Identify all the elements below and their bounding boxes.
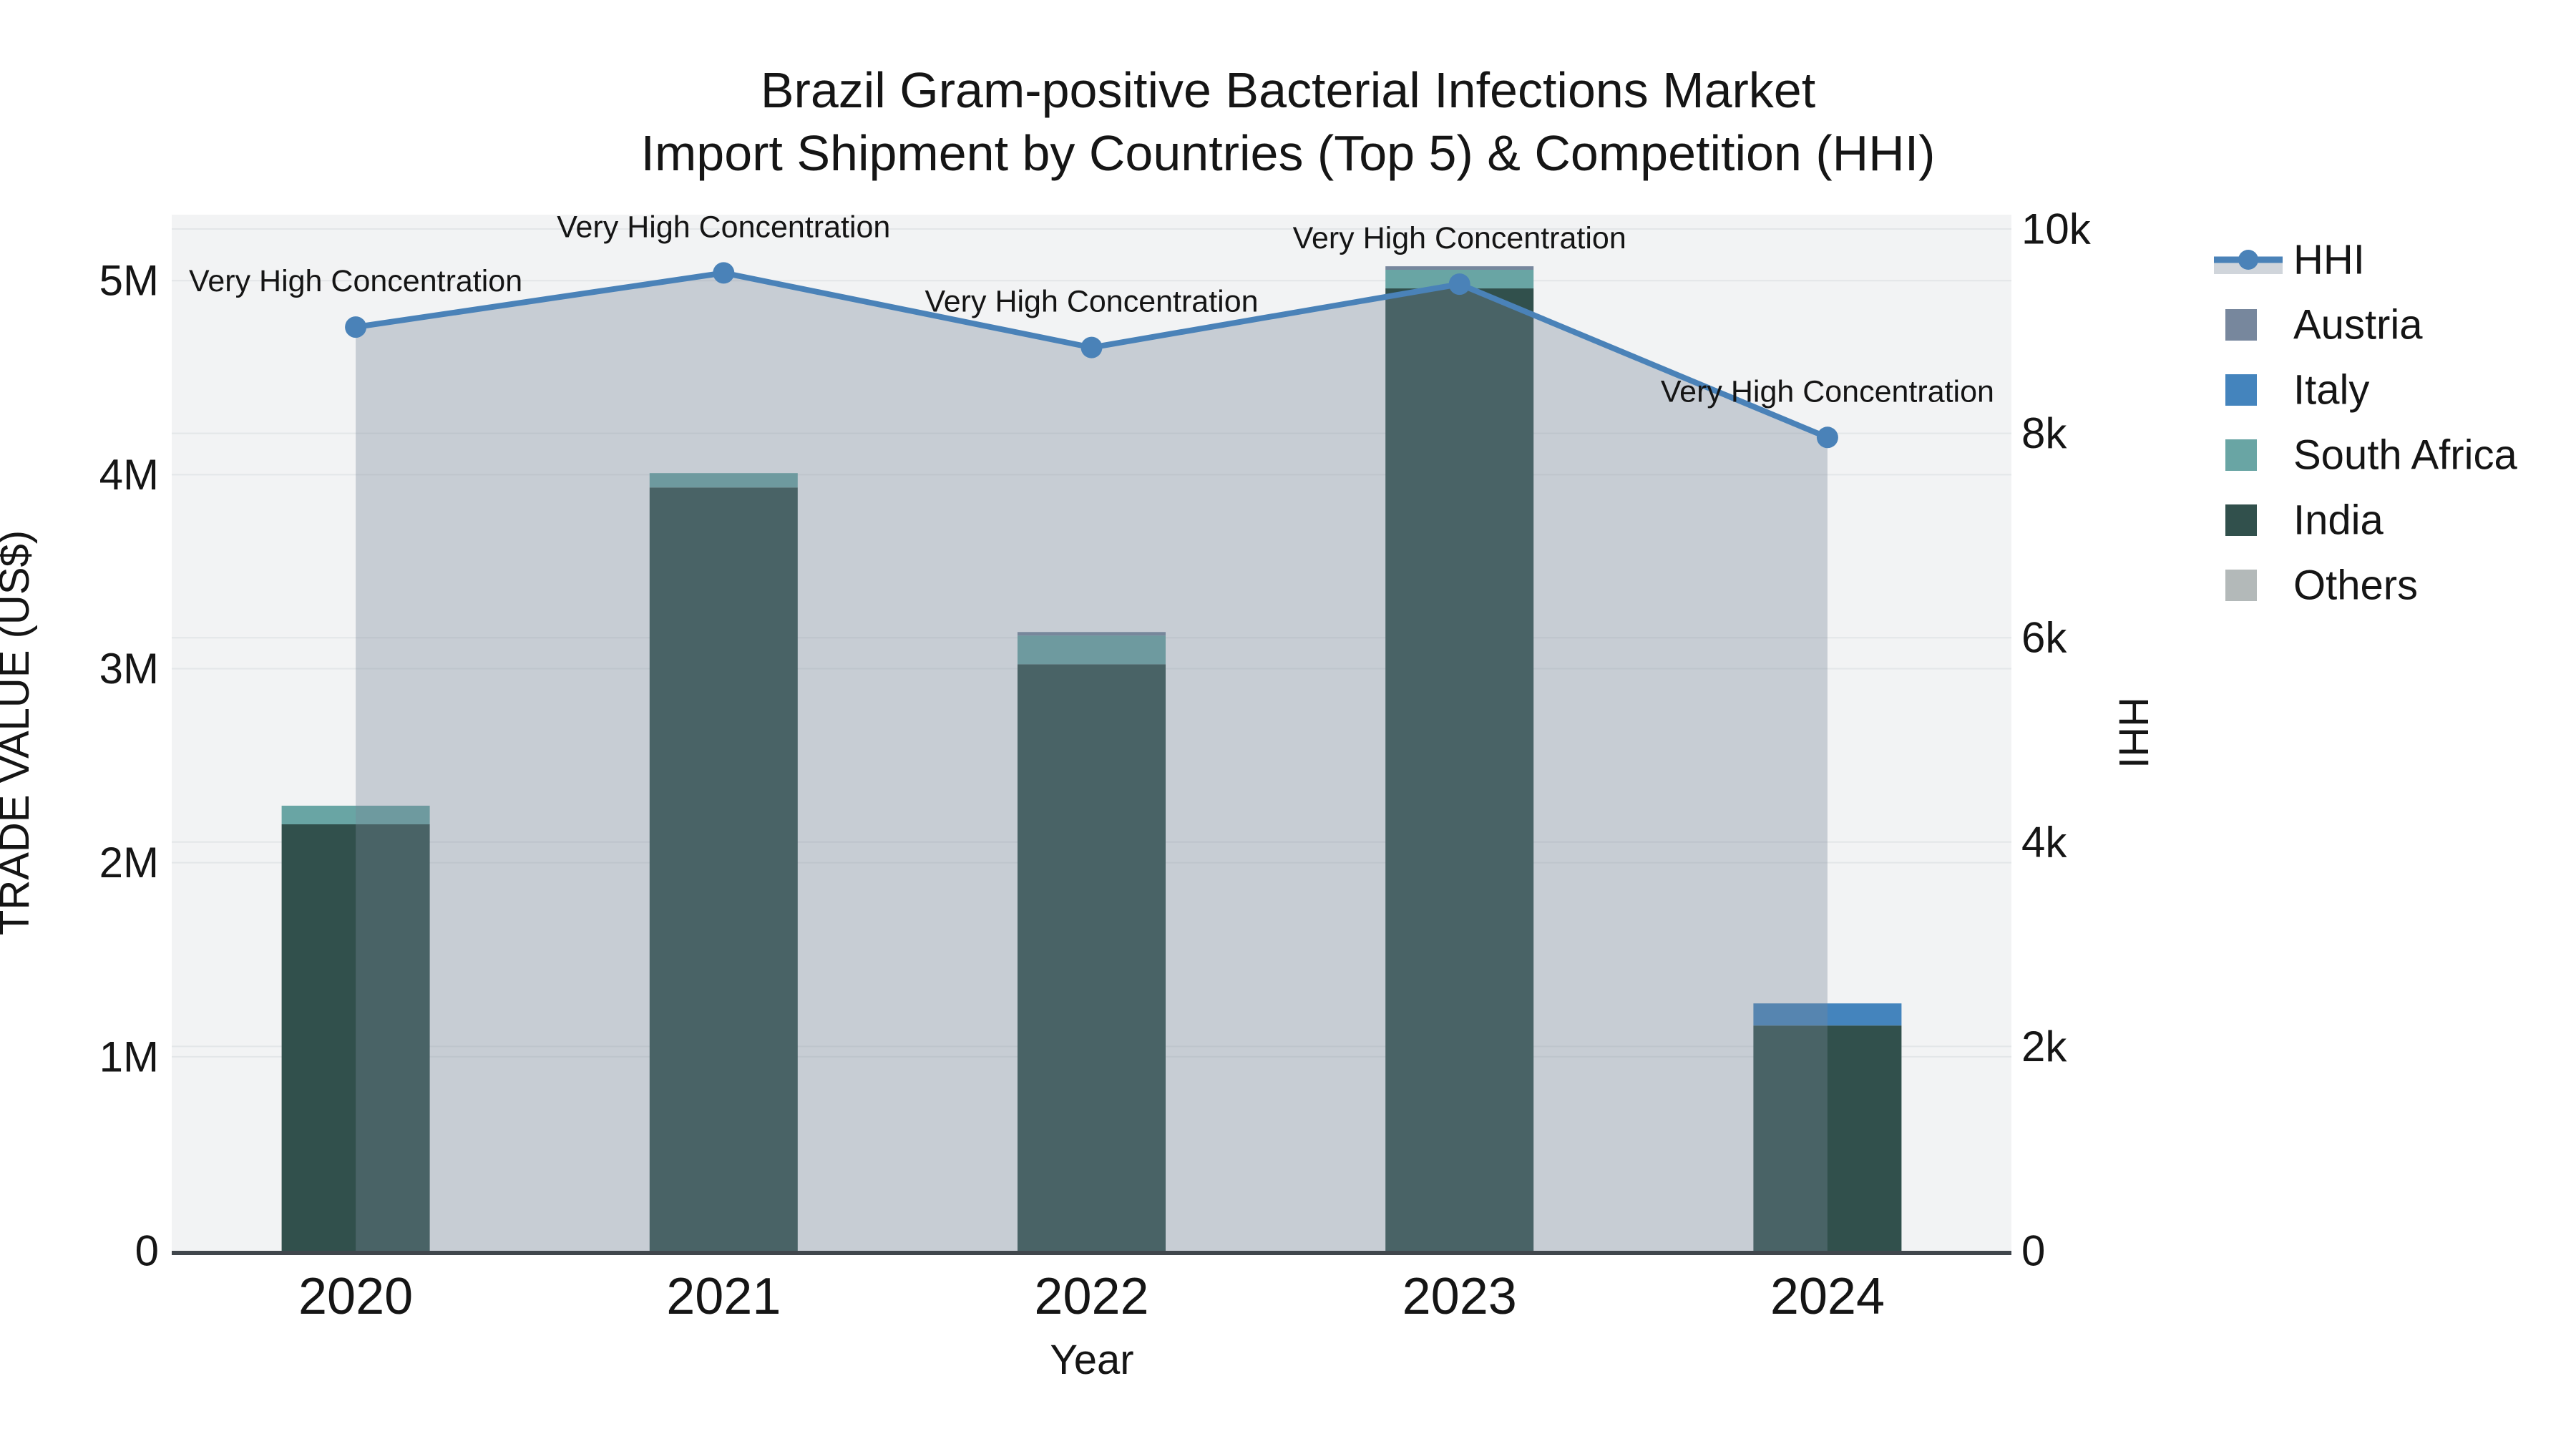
- x-tick-2024: 2024: [1770, 1268, 1885, 1325]
- annotation-2022: Very High Concentration: [924, 285, 1258, 319]
- y-left-tick-1M: 1M: [99, 1033, 159, 1080]
- y-axis-title-left: TRADE VALUE (US$): [0, 530, 38, 935]
- legend-swatch-india: [2225, 504, 2257, 536]
- x-axis-title: Year: [1050, 1337, 1133, 1383]
- legend-label: Italy: [2293, 367, 2369, 414]
- legend-label: Others: [2293, 562, 2418, 609]
- hhi-area-fill: [356, 273, 1828, 1251]
- y-left-tick-4M: 4M: [99, 451, 159, 499]
- y-left-tick-3M: 3M: [99, 645, 159, 693]
- legend-label: South Africa: [2293, 432, 2517, 479]
- y-right-tick-8k: 8k: [2021, 409, 2067, 457]
- bar-segment-india-2022: [1018, 664, 1166, 1251]
- legend-item-india[interactable]: India: [2225, 497, 2384, 544]
- bar-segment-india-2024: [1753, 1025, 1902, 1251]
- legend-swatch-south-africa: [2225, 439, 2257, 471]
- legend-label: Austria: [2293, 302, 2423, 348]
- y-right-tick-0: 0: [2021, 1227, 2045, 1275]
- annotation-2021: Very High Concentration: [557, 210, 890, 244]
- x-tick-2022: 2022: [1034, 1268, 1148, 1325]
- hhi-marker-2024: [1816, 426, 1838, 449]
- hhi-marker-2022: [1080, 336, 1103, 358]
- chart-legend: HHI Austria Italy South Africa India Others: [2214, 237, 2517, 609]
- legend-item-austria[interactable]: Austria: [2225, 302, 2423, 348]
- legend-label: India: [2293, 497, 2384, 544]
- chart-subtitle: Import Shipment by Countries (Top 5) & C…: [641, 125, 1936, 181]
- legend-item-italy[interactable]: Italy: [2225, 367, 2369, 414]
- bar-segment-south-africa-2022: [1018, 635, 1166, 665]
- legend-item-others[interactable]: Others: [2225, 562, 2418, 609]
- bar-segment-italy-2024: [1753, 1003, 1902, 1026]
- bar-segment-south-africa-2021: [649, 473, 798, 488]
- y-right-tick-6k: 6k: [2021, 614, 2067, 662]
- legend-label: HHI: [2293, 237, 2365, 283]
- annotation-2024: Very High Concentration: [1661, 374, 1994, 409]
- chart-title: Brazil Gram-positive Bacterial Infection…: [761, 62, 1815, 118]
- hhi-marker-2021: [713, 262, 735, 284]
- x-tick-2021: 2021: [666, 1268, 781, 1325]
- y-axis-title-right: HHI: [2110, 697, 2157, 769]
- y-right-tick-2k: 2k: [2021, 1023, 2067, 1070]
- bar-segment-south-africa-2020: [281, 805, 430, 824]
- x-tick-2020: 2020: [298, 1268, 413, 1325]
- legend-swatch-austria: [2225, 309, 2257, 341]
- x-tick-2023: 2023: [1402, 1268, 1517, 1325]
- legend-hhi-marker-swatch: [2238, 250, 2258, 270]
- bar-segment-austria-2022: [1018, 632, 1166, 636]
- y-left-tick-5M: 5M: [99, 257, 159, 305]
- y-right-tick-10k: 10k: [2021, 205, 2092, 253]
- y-right-tick-4k: 4k: [2021, 818, 2067, 866]
- legend-item-south-africa[interactable]: South Africa: [2225, 432, 2517, 479]
- bar-segment-india-2021: [649, 487, 798, 1251]
- y-left-tick-2M: 2M: [99, 839, 159, 887]
- y-left-tick-0: 0: [135, 1227, 159, 1275]
- legend-swatch-others: [2225, 570, 2257, 601]
- bar-segment-austria-2023: [1385, 266, 1534, 270]
- bar-segment-india-2020: [281, 824, 430, 1251]
- hhi-marker-2023: [1448, 273, 1470, 296]
- legend-item-hhi[interactable]: HHI: [2214, 237, 2365, 283]
- annotation-2020: Very High Concentration: [189, 264, 522, 298]
- plot-area: Very High Concentration Very High Concent…: [99, 205, 2092, 1325]
- hhi-marker-2020: [345, 316, 367, 338]
- annotation-2023: Very High Concentration: [1293, 221, 1626, 255]
- legend-swatch-italy: [2225, 374, 2257, 406]
- bar-segment-india-2023: [1385, 288, 1534, 1251]
